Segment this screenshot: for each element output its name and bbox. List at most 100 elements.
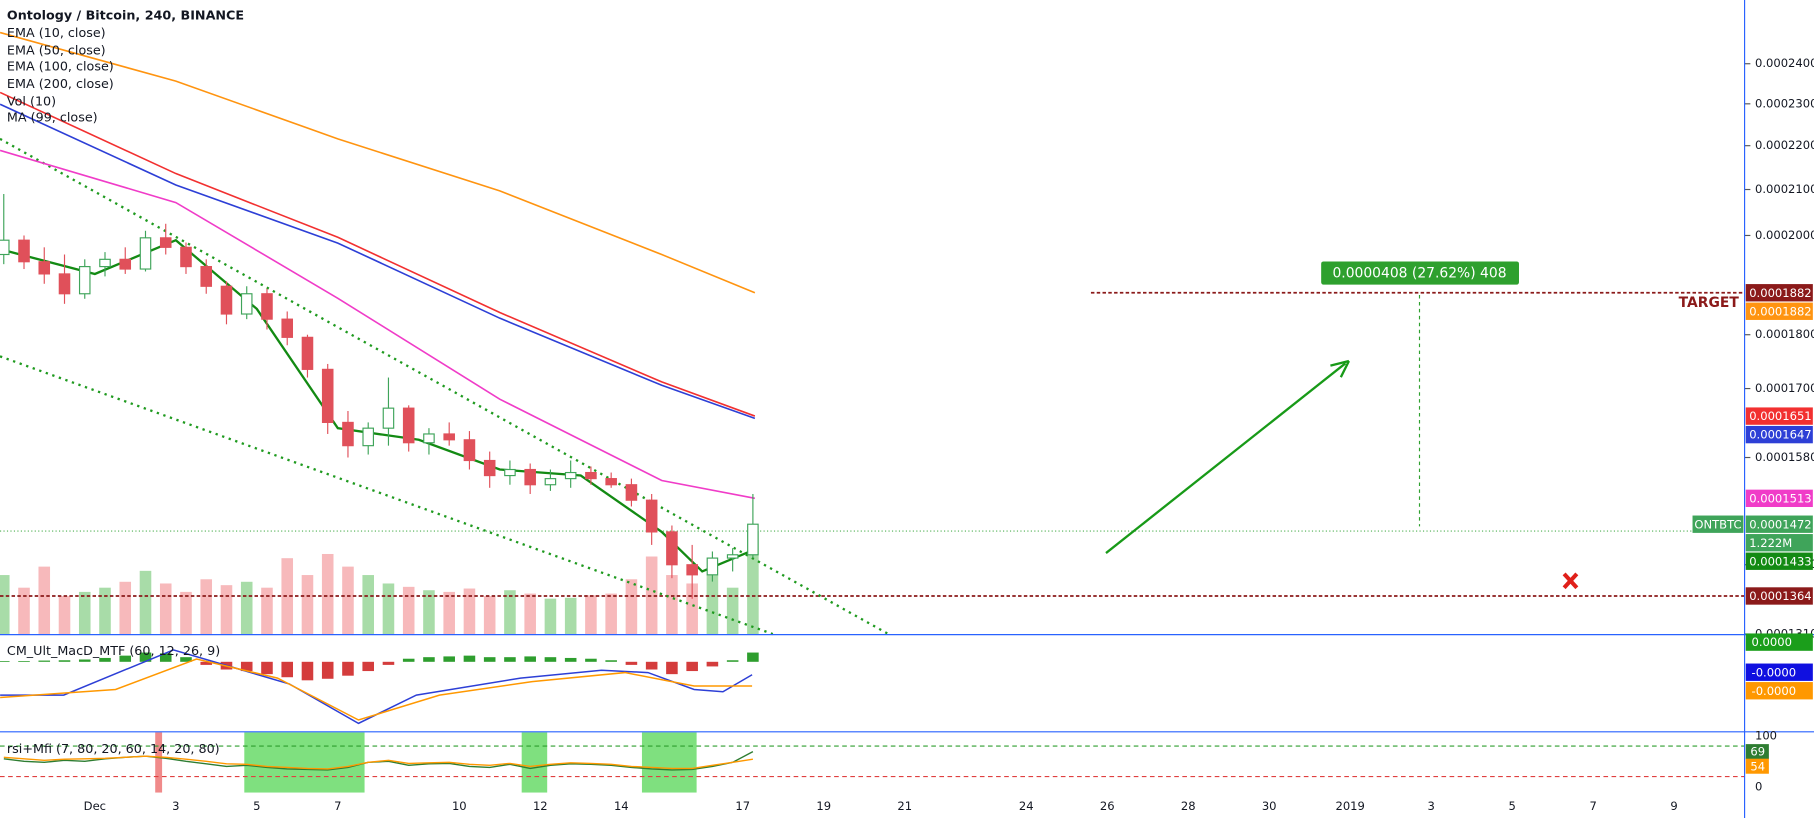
rsi-label-box — [1745, 744, 1769, 760]
macd-histogram-bar — [240, 661, 253, 672]
x-tick-label: 21 — [897, 799, 912, 813]
y-tick-label: 0.0001800 — [1755, 327, 1814, 341]
macd-histogram-bar — [58, 660, 71, 662]
overlay-line — [0, 103, 756, 420]
volume-bar — [726, 587, 739, 635]
price-label-box — [1745, 534, 1813, 552]
trend-line — [0, 355, 774, 636]
candle-body — [382, 407, 395, 429]
candle-body — [605, 478, 617, 486]
candle-body — [564, 471, 577, 480]
legend-entry: EMA (200, close) — [7, 76, 114, 91]
volume-bar — [402, 586, 415, 635]
x-tick-label: 24 — [1019, 799, 1034, 813]
candle-body — [342, 421, 354, 447]
macd-histogram-bar — [159, 653, 172, 662]
x-tick-label: 3 — [172, 799, 179, 813]
macd-histogram-bar — [544, 657, 557, 662]
macd-histogram-bar — [200, 661, 213, 665]
target-label: TARGET — [1679, 295, 1740, 311]
volume-bar — [281, 558, 294, 635]
candle-body — [625, 484, 638, 501]
candle-body — [686, 564, 698, 576]
x-tick-label: 3 — [1427, 799, 1434, 813]
legend-entry: MA (99, close) — [7, 110, 98, 125]
candle-body — [159, 237, 172, 248]
macd-label-box — [1745, 633, 1813, 651]
volume-bar — [747, 531, 759, 635]
y-tick-label: 0.0002300 — [1755, 96, 1814, 110]
candle-body — [402, 407, 415, 444]
volume-bar — [483, 596, 496, 635]
candle-body — [666, 531, 678, 566]
macd-histogram-bar — [321, 661, 334, 679]
macd-histogram-bar — [180, 657, 192, 662]
candle-body — [38, 261, 51, 275]
candle-body — [463, 439, 476, 462]
x-tick-label: 7 — [334, 799, 341, 813]
candle-body — [443, 433, 455, 441]
volume-bar — [301, 575, 314, 635]
macd-histogram-bar — [119, 655, 132, 662]
macd-histogram-bar — [281, 661, 294, 678]
price-label-box — [1745, 284, 1813, 302]
symbol-label: ONTBTC — [1694, 517, 1741, 531]
volume-bar — [321, 553, 334, 635]
macd-histogram-bar — [645, 661, 658, 670]
macd-histogram-bar — [443, 656, 455, 662]
macd-histogram-bar — [301, 661, 314, 681]
volume-bar — [139, 570, 152, 635]
candle-body — [301, 336, 314, 370]
y-tick-label: 0.0002400 — [1755, 56, 1814, 70]
rsi-label: 69 — [1750, 745, 1765, 759]
candle-body — [423, 433, 435, 444]
macd-histogram-bar — [524, 656, 536, 662]
legend-entry: EMA (50, close) — [7, 42, 106, 57]
macd-histogram-bar — [747, 652, 759, 662]
symbol-box — [1692, 515, 1744, 533]
y-tick-label: 0.0002200 — [1755, 138, 1814, 152]
macd-label: -0.0000 — [1752, 684, 1797, 698]
macd-histogram-bar — [342, 661, 354, 676]
price-label: 0.0001433 — [1749, 554, 1811, 568]
macd-label-box — [1745, 682, 1813, 700]
macd-histogram-bar — [362, 661, 374, 672]
price-label-box — [1745, 515, 1813, 533]
candle-body — [544, 478, 557, 486]
rsi-line — [3, 755, 754, 770]
candle-body — [58, 273, 71, 295]
macd-histogram-bar — [625, 661, 638, 665]
macd-histogram-bar — [463, 655, 476, 662]
price-label-box — [1745, 587, 1813, 605]
macd-histogram-bar — [99, 657, 111, 662]
macd-histogram-bar — [726, 660, 739, 662]
volume-bar — [686, 583, 698, 635]
macd-histogram-bar — [666, 661, 678, 675]
overlay-line — [0, 31, 756, 294]
x-tick-label: 5 — [253, 799, 260, 813]
volume-bar — [544, 598, 557, 635]
macd-line — [0, 658, 753, 721]
volume-bar — [585, 595, 597, 635]
y-tick-label: 0.0002000 — [1755, 228, 1814, 242]
volume-bar — [423, 590, 435, 635]
candle-body — [483, 459, 496, 477]
macd-histogram-bar — [686, 661, 698, 672]
volume-bar — [78, 591, 91, 635]
x-tick-label: 2019 — [1335, 799, 1364, 813]
volume-bar — [342, 566, 354, 635]
x-tick-label: 5 — [1508, 799, 1515, 813]
candle-body — [180, 246, 192, 268]
price-label-box — [1745, 425, 1813, 444]
x-tick-label: 7 — [1589, 799, 1596, 813]
volume-bar — [261, 587, 273, 635]
candle-body — [504, 468, 516, 477]
volume-bar — [180, 591, 192, 635]
price-label: 0.0001513 — [1749, 491, 1811, 505]
y-tick-label: 0.0001580 — [1755, 450, 1814, 464]
candle-body — [0, 239, 10, 256]
candle-body — [78, 266, 91, 295]
x-tick-label: 26 — [1100, 799, 1115, 813]
